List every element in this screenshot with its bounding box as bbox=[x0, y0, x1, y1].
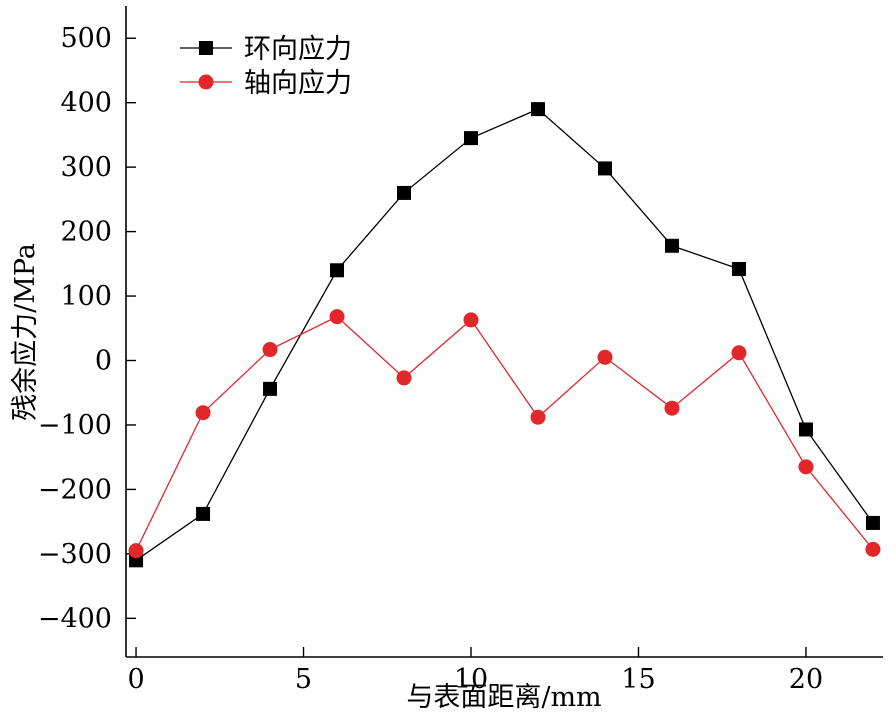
data-point-hoop bbox=[397, 185, 412, 200]
y-ticks: −400 −300 −200 −100 0 100 200 300 400 500 bbox=[38, 23, 136, 634]
data-point-axial bbox=[865, 541, 881, 557]
data-point-hoop bbox=[664, 238, 679, 253]
y-tick-label: 0 bbox=[95, 346, 112, 377]
data-point-axial bbox=[128, 543, 144, 559]
legend-item-axial: 轴向应力 bbox=[180, 68, 352, 99]
y-tick-label: 200 bbox=[60, 217, 112, 248]
data-point-hoop bbox=[196, 506, 211, 521]
y-tick-label: −400 bbox=[38, 603, 112, 634]
x-tick-label: 20 bbox=[789, 664, 823, 695]
x-tick-label: 5 bbox=[295, 664, 312, 695]
data-point-hoop bbox=[263, 381, 278, 396]
plot-frame bbox=[125, 6, 883, 658]
data-point-axial bbox=[396, 370, 412, 386]
data-point-axial bbox=[731, 345, 747, 361]
y-tick-label: 100 bbox=[60, 281, 112, 312]
data-point-hoop bbox=[798, 422, 813, 437]
legend-label-hoop: 环向应力 bbox=[244, 34, 352, 65]
legend-item-hoop: 环向应力 bbox=[180, 34, 352, 65]
series-line-axial bbox=[135, 315, 874, 551]
legend: 环向应力 轴向应力 bbox=[180, 34, 352, 99]
series-line-hoop bbox=[135, 108, 874, 561]
y-tick-label: 500 bbox=[60, 23, 112, 54]
y-axis-title: 残余应力/MPa bbox=[10, 243, 41, 421]
data-point-axial bbox=[664, 400, 680, 416]
x-axis-title: 与表面距离/mm bbox=[406, 682, 601, 713]
data-point-hoop bbox=[597, 161, 612, 176]
y-tick-label: 300 bbox=[60, 152, 112, 183]
series-layer bbox=[128, 102, 881, 568]
data-point-axial bbox=[262, 342, 278, 358]
data-point-axial bbox=[798, 459, 814, 475]
legend-marker-hoop bbox=[199, 41, 213, 55]
x-ticks: 0 5 10 15 20 bbox=[127, 647, 823, 695]
data-point-axial bbox=[195, 405, 211, 421]
y-tick-label: 400 bbox=[60, 88, 112, 119]
data-point-hoop bbox=[530, 102, 545, 117]
data-point-hoop bbox=[330, 263, 345, 278]
data-point-hoop bbox=[731, 261, 746, 276]
x-tick-label: 0 bbox=[127, 664, 144, 695]
x-tick-label: 15 bbox=[621, 664, 655, 695]
legend-label-axial: 轴向应力 bbox=[244, 68, 352, 99]
data-point-axial bbox=[329, 309, 345, 325]
y-tick-label: −100 bbox=[38, 410, 112, 441]
data-point-hoop bbox=[865, 515, 880, 530]
legend-marker-axial bbox=[198, 74, 214, 90]
y-tick-label: −200 bbox=[38, 474, 112, 505]
data-point-axial bbox=[530, 409, 546, 425]
data-point-axial bbox=[463, 312, 479, 328]
x-tick-label: 10 bbox=[454, 664, 488, 695]
data-point-axial bbox=[597, 349, 613, 365]
y-tick-label: −300 bbox=[38, 539, 112, 570]
data-point-hoop bbox=[464, 131, 479, 146]
